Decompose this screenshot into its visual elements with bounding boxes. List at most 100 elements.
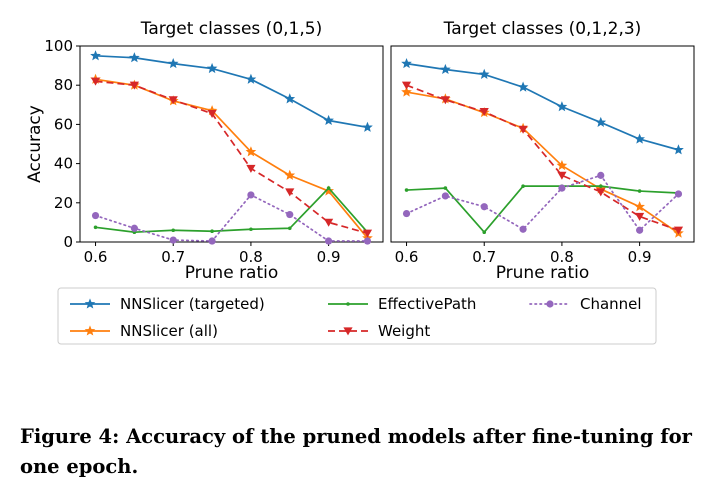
data-point [285,188,295,197]
y-axis-label: Accuracy [25,105,45,183]
series-line [406,91,679,234]
legend-item: EffectivePath [328,295,476,313]
x-tick-label: 0.9 [628,248,652,266]
data-point [246,164,256,173]
legend-label: NNSlicer (targeted) [120,295,265,313]
chart-title: Target classes (0,1,2,3) [443,19,642,39]
data-point [323,114,334,126]
data-point [478,68,490,79]
data-point [558,184,566,192]
data-point [556,101,568,112]
data-point [169,236,177,244]
series-weight [401,81,684,235]
data-point [482,230,487,234]
data-point [129,52,140,63]
plot-frame [79,45,384,243]
data-point [635,212,645,221]
series-line [95,78,369,239]
x-tick-label: 0.7 [472,248,496,266]
data-point [168,96,178,105]
y-tick-label: 80 [54,76,73,94]
data-point [404,188,409,192]
series-channel [402,171,683,234]
data-point [363,237,372,245]
data-point [207,110,217,119]
data-point [167,58,179,69]
data-point [130,224,138,232]
data-point [634,133,645,144]
data-point [129,81,139,90]
data-point [90,77,101,86]
data-point [441,192,449,200]
legend-label: Weight [378,322,430,340]
data-point [249,227,253,232]
legend-item: Channel [529,295,642,313]
legend-item: NNSlicer (targeted) [70,295,265,313]
legend: NNSlicer (targeted) EffectivePath Channel N… [57,287,657,345]
legend-label: NNSlicer (all) [120,322,218,340]
series-line [406,185,679,234]
y-tick-label: 40 [54,155,73,173]
legend-item: NNSlicer (all) [70,322,218,340]
x-tick-label: 0.7 [161,248,185,266]
data-point [90,50,101,61]
data-point [245,73,257,84]
data-point [208,237,216,245]
legend-box [57,287,657,345]
data-point [596,188,606,197]
data-point [440,63,451,75]
series-line [406,84,679,232]
series-channel [91,191,372,245]
data-point [518,125,528,134]
legend-marker [343,327,353,336]
data-point [210,229,214,234]
x-tick-label: 0.6 [395,248,419,266]
data-point [91,211,100,220]
data-point [598,184,603,188]
series-line [95,54,368,129]
figure-caption: Figure 4: Accuracy of the pruned models … [20,425,692,478]
data-point [362,121,373,132]
y-tick-label: 0 [63,233,73,251]
data-point [634,201,645,212]
data-point [401,58,412,69]
chart-panel-right: Target classes (0,1,2,3) Prune ratio 0.6 0.… [390,19,695,283]
data-point [93,225,98,230]
x-tick-label: 0.6 [84,248,108,266]
data-point [401,86,412,97]
data-point [286,210,294,219]
data-point [401,81,412,90]
x-tick-label: 0.8 [550,248,574,266]
data-point [324,218,334,227]
series-nnslicer-targeted [90,50,373,132]
y-tick-label: 100 [44,37,73,55]
data-point [636,226,644,234]
data-point [556,159,568,171]
series-line [95,80,368,234]
legend-label: EffectivePath [378,295,476,313]
legend-label: Channel [580,295,642,313]
series-line [405,174,680,232]
data-point [247,191,255,199]
x-tick-label: 0.8 [239,248,263,266]
data-point [519,225,527,233]
data-point [673,144,684,155]
data-point [479,108,489,117]
data-point [287,226,292,231]
data-point [325,237,333,245]
data-point [402,209,411,218]
plot-frame [390,45,695,243]
data-point [171,228,176,233]
data-point [557,171,567,180]
series-line [406,62,679,151]
series-line [94,194,369,242]
x-tick-label: 0.9 [317,248,341,266]
data-point [440,96,450,105]
legend-marker [84,298,96,309]
data-point [284,93,296,104]
data-point [673,226,684,235]
legend-item: Weight [328,322,430,340]
x-axis-label: Prune ratio [185,263,279,283]
data-point [443,186,448,190]
data-point [323,185,334,196]
